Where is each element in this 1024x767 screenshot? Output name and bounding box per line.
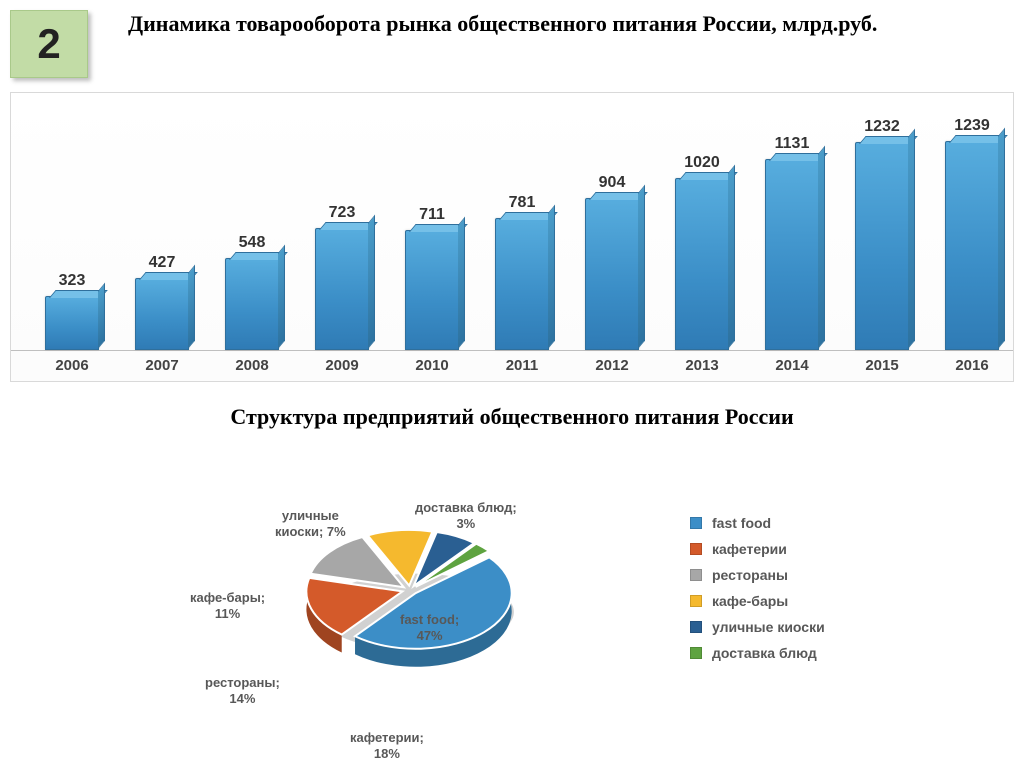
- bar-rect: [225, 258, 279, 350]
- bar-value-label: 548: [239, 234, 266, 252]
- pie-chart-svg: [280, 460, 560, 720]
- slide-number-box: 2: [10, 10, 88, 78]
- bar-value-label: 1232: [864, 118, 900, 136]
- legend-label: кафе-бары: [712, 593, 788, 609]
- page-title: Динамика товарооборота рынка общественно…: [88, 10, 994, 39]
- bar-category-label: 2013: [675, 357, 729, 374]
- bar-value-label: 427: [149, 254, 176, 272]
- bar-rect: [675, 178, 729, 350]
- legend-swatch: [690, 543, 702, 555]
- legend-swatch: [690, 621, 702, 633]
- legend-swatch: [690, 595, 702, 607]
- bar-2012: 904: [585, 174, 639, 350]
- bar-category-label: 2014: [765, 357, 819, 374]
- legend-label: рестораны: [712, 567, 788, 583]
- bar-category-label: 2007: [135, 357, 189, 374]
- legend-label: кафетерии: [712, 541, 787, 557]
- legend-swatch: [690, 569, 702, 581]
- bar-value-label: 781: [509, 194, 536, 212]
- bar-rect: [585, 198, 639, 350]
- bar-rect: [495, 218, 549, 350]
- bar-2006: 323: [45, 272, 99, 350]
- pie-label-2: рестораны; 14%: [205, 675, 280, 708]
- pie-label-0: fast food; 47%: [400, 612, 459, 645]
- pie-legend: fast food кафетерии рестораны кафе-бары улич…: [690, 515, 825, 671]
- legend-label: fast food: [712, 515, 771, 531]
- bar-rect: [135, 278, 189, 350]
- bar-category-label: 2009: [315, 357, 369, 374]
- bar-2010: 711: [405, 206, 459, 350]
- bar-category-label: 2006: [45, 357, 99, 374]
- bar-value-label: 1239: [954, 117, 990, 135]
- bar-rect: [945, 141, 999, 350]
- legend-item: кафе-бары: [690, 593, 825, 609]
- bar-2016: 1239: [945, 117, 999, 350]
- bar-value-label: 723: [329, 204, 356, 222]
- bar-value-label: 1020: [684, 154, 720, 172]
- slide-number: 2: [37, 20, 60, 68]
- bar-category-label: 2012: [585, 357, 639, 374]
- bar-category-label: 2010: [405, 357, 459, 374]
- bar-2011: 781: [495, 194, 549, 350]
- legend-label: доставка блюд: [712, 645, 817, 661]
- pie-label-3: кафе-бары; 11%: [190, 590, 265, 623]
- pie-label-4: уличные киоски; 7%: [275, 508, 346, 541]
- bar-2008: 548: [225, 234, 279, 350]
- legend-swatch: [690, 647, 702, 659]
- bar-category-label: 2015: [855, 357, 909, 374]
- bar-category-label: 2011: [495, 357, 549, 374]
- legend-item: рестораны: [690, 567, 825, 583]
- bar-2015: 1232: [855, 118, 909, 350]
- pie-label-1: кафетерии; 18%: [350, 730, 424, 763]
- bar-value-label: 1131: [775, 135, 810, 153]
- bar-2009: 723: [315, 204, 369, 350]
- legend-item: fast food: [690, 515, 825, 531]
- legend-item: доставка блюд: [690, 645, 825, 661]
- bar-2014: 1131: [765, 135, 819, 350]
- legend-label: уличные киоски: [712, 619, 825, 635]
- bar-chart-plot: 323 427 548 723 711 781 904 1020 1131 1232 1239: [11, 115, 1013, 351]
- bar-chart: 323 427 548 723 711 781 904 1020 1131 1232 1239 20…: [10, 92, 1014, 382]
- bar-rect: [315, 228, 369, 350]
- subtitle: Структура предприятий общественного пита…: [0, 404, 1024, 430]
- bar-rect: [45, 296, 99, 350]
- bar-value-label: 904: [599, 174, 626, 192]
- pie-label-5: доставка блюд; 3%: [415, 500, 517, 533]
- bar-rect: [405, 230, 459, 350]
- bar-value-label: 323: [59, 272, 86, 290]
- legend-swatch: [690, 517, 702, 529]
- bar-value-label: 711: [419, 206, 445, 224]
- bar-category-label: 2016: [945, 357, 999, 374]
- bar-category-label: 2008: [225, 357, 279, 374]
- legend-item: уличные киоски: [690, 619, 825, 635]
- bar-rect: [855, 142, 909, 350]
- bar-2013: 1020: [675, 154, 729, 350]
- legend-item: кафетерии: [690, 541, 825, 557]
- pie-chart: fast food; 47%кафетерии; 18%рестораны; 1…: [0, 430, 1024, 750]
- bar-rect: [765, 159, 819, 350]
- bar-2007: 427: [135, 254, 189, 350]
